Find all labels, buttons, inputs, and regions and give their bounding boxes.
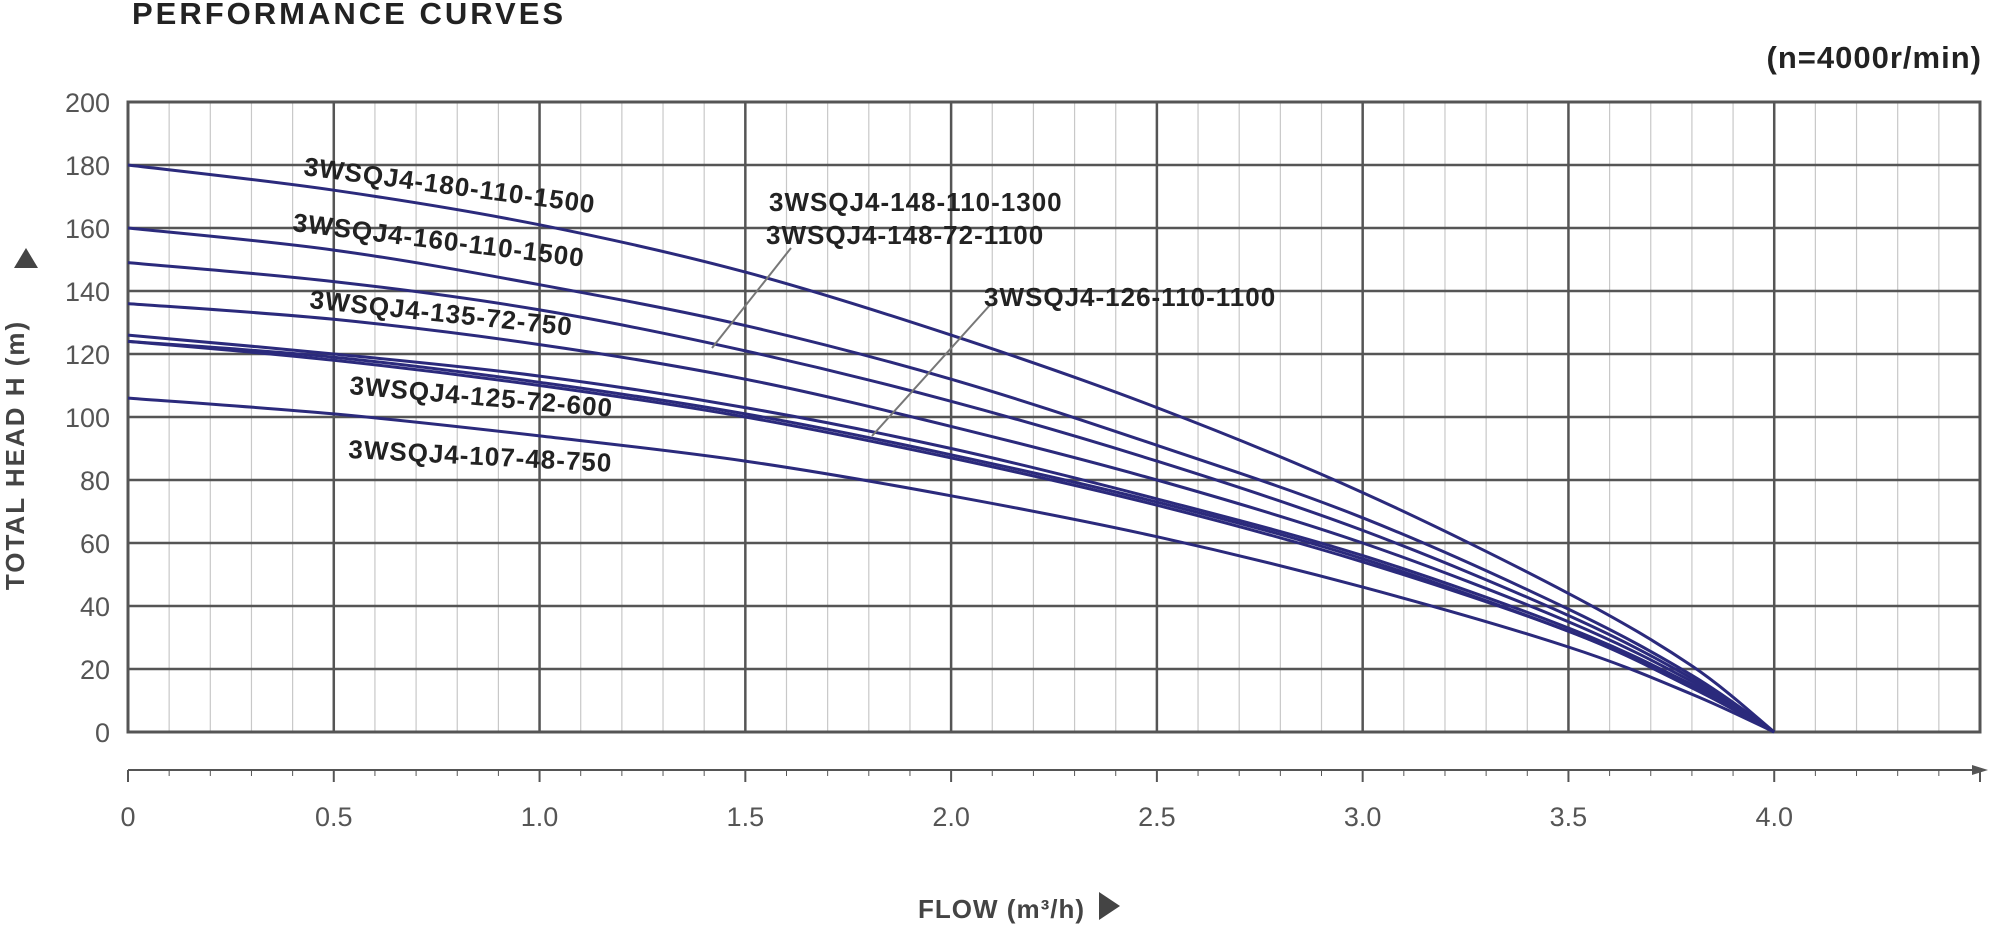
y-tick-label: 160 bbox=[65, 214, 110, 244]
x-axis-ticks: 0 0.5 1.0 1.5 2.0 2.5 3.0 3.5 4.0 bbox=[120, 802, 1793, 832]
speed-note: (n=4000r/min) bbox=[1767, 40, 1982, 75]
y-tick-label: 100 bbox=[65, 403, 110, 433]
series-line bbox=[127, 333, 1775, 734]
y-tick-label: 40 bbox=[80, 592, 110, 622]
x-tick-label: 3.5 bbox=[1550, 802, 1588, 832]
series-label: 3WSQJ4-148-72-1100 bbox=[766, 220, 1044, 250]
y-axis-label: TOTAL HEAD H (m) bbox=[0, 320, 30, 590]
plot-frame bbox=[126, 100, 1982, 734]
x-tick-label: 0.5 bbox=[315, 802, 353, 832]
y-tick-label: 80 bbox=[80, 466, 110, 496]
x-tick-label: 2.5 bbox=[1138, 802, 1176, 832]
x-axis bbox=[127, 765, 1988, 782]
x-tick-label: 1.5 bbox=[727, 802, 765, 832]
series-label: 3WSQJ4-126-110-1100 bbox=[984, 282, 1276, 312]
y-tick-label: 120 bbox=[65, 340, 110, 370]
y-axis-title: TOTAL HEAD H (m) bbox=[0, 248, 38, 590]
right-arrow-icon bbox=[1099, 892, 1120, 920]
leader-line bbox=[871, 304, 991, 437]
series-label: 3WSQJ4-148-110-1300 bbox=[769, 187, 1063, 217]
y-tick-label: 180 bbox=[65, 151, 110, 181]
x-tick-label: 4.0 bbox=[1755, 802, 1793, 832]
x-axis-title: FLOW (m³/h) bbox=[918, 892, 1120, 924]
x-tick-label: 1.0 bbox=[521, 802, 559, 832]
y-tick-label: 200 bbox=[65, 88, 110, 118]
series-labels: 3WSQJ4-180-110-15003WSQJ4-160-110-15003W… bbox=[291, 151, 1276, 478]
leader-line bbox=[711, 247, 792, 349]
label-leader-lines bbox=[711, 247, 991, 437]
series-line bbox=[127, 163, 1776, 734]
x-tick-label: 2.0 bbox=[932, 802, 970, 832]
y-axis-ticks: 0 20 40 60 80 100 120 140 160 180 200 bbox=[65, 88, 110, 748]
chart-title: PERFORMANCE CURVES bbox=[132, 0, 566, 31]
series-line bbox=[127, 226, 1776, 734]
x-axis-label: FLOW (m³/h) bbox=[918, 894, 1085, 924]
series-line bbox=[127, 339, 1775, 734]
y-tick-label: 140 bbox=[65, 277, 110, 307]
series-line bbox=[127, 396, 1775, 734]
x-tick-label: 3.0 bbox=[1344, 802, 1382, 832]
up-arrow-icon bbox=[14, 248, 38, 268]
series-label: 3WSQJ4-160-110-1500 bbox=[291, 207, 586, 273]
series-line bbox=[127, 302, 1775, 734]
series-label: 3WSQJ4-135-72-750 bbox=[308, 284, 574, 341]
y-tick-label: 20 bbox=[80, 655, 110, 685]
series-line bbox=[127, 261, 1776, 734]
series-curves bbox=[127, 163, 1776, 734]
x-tick-label: 0 bbox=[120, 802, 135, 832]
y-tick-label: 0 bbox=[95, 718, 110, 748]
y-tick-label: 60 bbox=[80, 529, 110, 559]
